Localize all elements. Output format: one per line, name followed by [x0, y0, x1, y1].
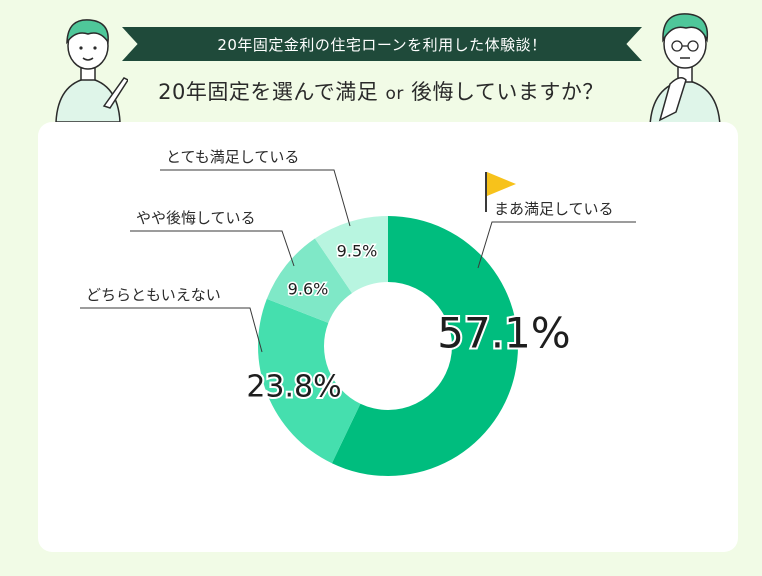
chart-panel — [38, 122, 738, 552]
banner-text: 20年固定金利の住宅ローンを利用した体験談！ — [217, 35, 547, 54]
person-thinking-icon — [649, 13, 721, 126]
label-totemo-manzoku: とても満足している — [166, 148, 299, 166]
question-tail: 後悔していますか？ — [411, 80, 604, 104]
pct-dochira-tomo: 23.8% — [246, 370, 341, 405]
question-title: 20年固定を選んで満足 or 後悔していますか？ — [0, 76, 762, 106]
label-yaya-kokai: やや後悔している — [136, 209, 256, 227]
leader-line-2 — [80, 307, 263, 353]
label-dochira-tomo: どちらともいえない — [86, 286, 221, 304]
donut-slice-4 — [314, 216, 388, 294]
flag-icon — [485, 172, 516, 212]
pct-totemo-manzoku: 9.5% — [337, 242, 378, 261]
person-pointing-icon — [55, 19, 128, 122]
leader-line-1 — [477, 221, 636, 269]
title-banner: 20年固定金利の住宅ローンを利用した体験談！ — [122, 27, 642, 61]
question-main: 20年固定を選んで満足 — [158, 80, 379, 104]
donut-slice-2 — [258, 298, 361, 464]
pct-yaya-kokai: 9.6% — [288, 280, 329, 299]
pct-maa-manzoku: 57.1% — [437, 309, 570, 358]
donut-slice-3 — [266, 238, 353, 323]
donut-slice-1 — [331, 216, 519, 476]
leader-line-4 — [160, 169, 351, 227]
label-maa-manzoku: まあ満足している — [494, 200, 614, 218]
question-or: or — [385, 84, 404, 104]
leader-line-3 — [130, 230, 295, 267]
